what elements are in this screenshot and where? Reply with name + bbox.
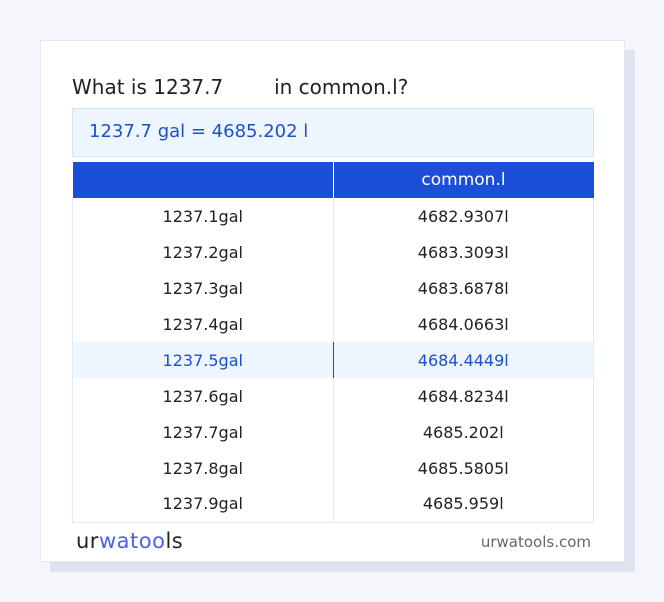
to-value-cell: 4685.959l: [332, 486, 594, 523]
from-value-cell: 1237.4gal: [72, 306, 334, 342]
site-link[interactable]: urwatools.com: [480, 533, 591, 551]
conversion-result: 1237.7 gal = 4685.202 l: [72, 108, 594, 157]
converter-card: What is 1237.7 in common.l? 1237.7 gal =…: [40, 40, 625, 562]
from-value-cell: 1237.2gal: [72, 234, 334, 270]
to-value-cell: 4682.9307l: [332, 198, 594, 234]
from-value-cell: 1237.7gal: [72, 414, 334, 450]
urwatools-logo[interactable]: urwatools: [76, 529, 184, 553]
table-row: 1237.4gal 4684.0663l: [72, 306, 594, 342]
table-row: 1237.8gal 4685.5805l: [72, 450, 594, 486]
table-row: 1237.1gal 4682.9307l: [72, 198, 594, 234]
table-row: 1237.9gal 4685.959l: [72, 486, 594, 523]
from-value-cell: 1237.5gal: [72, 342, 334, 378]
conversion-table: common.l 1237.1gal 4682.9307l 1237.2gal 468…: [72, 162, 594, 523]
page-title: What is 1237.7 in common.l?: [72, 75, 409, 99]
to-value-cell: 4684.4449l: [332, 342, 594, 378]
from-value-cell: 1237.8gal: [72, 450, 334, 486]
table-row: 1237.7gal 4685.202l: [72, 414, 594, 450]
from-value-cell: 1237.6gal: [72, 378, 334, 414]
to-value-cell: 4683.3093l: [332, 234, 594, 270]
from-value-cell: 1237.1gal: [72, 198, 334, 234]
table-row: 1237.3gal 4683.6878l: [72, 270, 594, 306]
to-value-cell: 4684.0663l: [332, 306, 594, 342]
from-value-cell: 1237.9gal: [72, 486, 334, 523]
header-to: common.l: [333, 162, 594, 198]
table-row: 1237.6gal 4684.8234l: [72, 378, 594, 414]
to-value-cell: 4684.8234l: [332, 378, 594, 414]
table-row: 1237.2gal 4683.3093l: [72, 234, 594, 270]
to-value-cell: 4685.5805l: [332, 450, 594, 486]
table-row: 1237.5gal 4684.4449l: [72, 342, 594, 378]
to-value-cell: 4683.6878l: [332, 270, 594, 306]
from-value-cell: 1237.3gal: [72, 270, 334, 306]
to-value-cell: 4685.202l: [332, 414, 594, 450]
header-from: [72, 162, 334, 198]
